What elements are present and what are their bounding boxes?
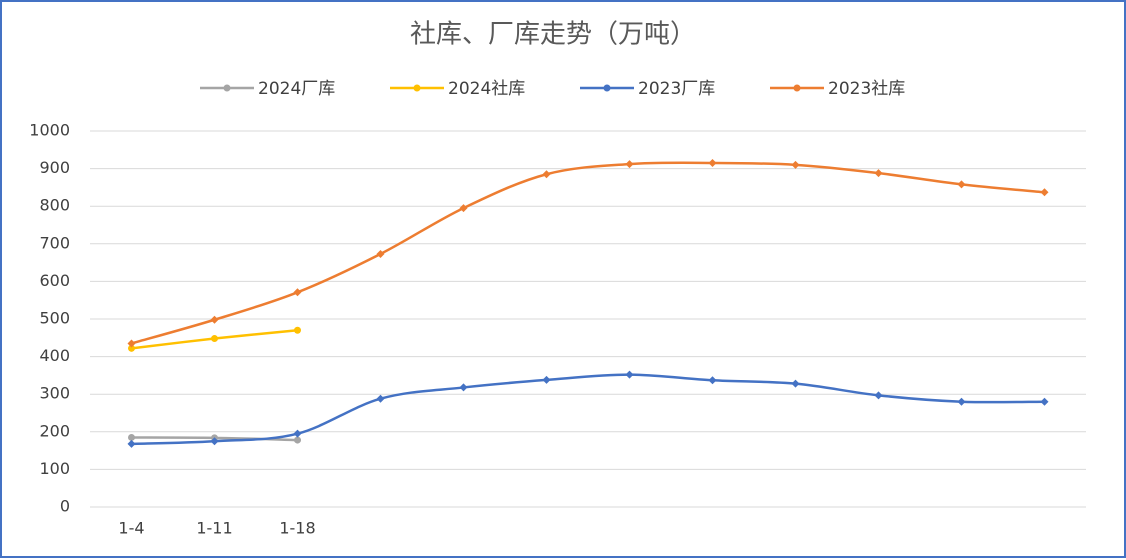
marker [791,379,800,388]
marker [294,326,301,334]
y-tick-label: 600 [39,271,70,290]
y-tick-label: 200 [39,421,70,440]
marker [210,437,219,446]
marker [708,376,717,385]
x-tick-label: 1-11 [196,519,232,538]
marker [542,170,551,179]
marker [542,375,551,384]
marker [293,429,302,438]
y-tick-label: 0 [60,497,70,516]
y-tick-label: 100 [39,459,70,478]
marker [293,288,302,297]
series-line [131,161,1045,345]
y-tick-label: 400 [39,346,70,365]
legend-label: 2023厂库 [638,79,715,99]
x-tick-label: 1-4 [118,519,144,538]
legend-marker [223,84,231,92]
x-tick-label: 1-18 [279,519,315,538]
y-tick-label: 500 [39,309,70,328]
marker [459,383,468,392]
marker [210,315,219,324]
legend-marker [413,84,421,92]
marker [127,339,136,348]
marker [625,160,634,169]
y-tick-label: 900 [39,158,70,177]
marker [128,344,135,352]
marker [708,158,717,167]
y-tick-label: 800 [39,196,70,215]
marker [376,394,385,403]
marker [791,160,800,169]
marker [1040,397,1049,406]
legend-label: 2024社库 [448,79,525,99]
marker [294,436,301,444]
chart-title: 社库、厂库走势（万吨） [410,20,696,50]
marker [127,439,136,448]
legend-marker [603,84,611,92]
marker [874,391,883,400]
marker [625,370,634,379]
marker [874,169,883,178]
y-tick-label: 1000 [29,121,70,140]
legend-label: 2024厂库 [258,79,335,99]
legend-label: 2023社库 [828,79,905,99]
marker [376,249,385,258]
marker [1040,188,1049,197]
y-tick-label: 300 [39,384,70,403]
marker [957,180,966,189]
marker [957,397,966,406]
marker [459,204,468,213]
series-line [131,373,1045,446]
marker [128,433,135,441]
marker [211,335,218,343]
legend-marker [793,84,801,92]
y-tick-label: 700 [39,233,70,252]
